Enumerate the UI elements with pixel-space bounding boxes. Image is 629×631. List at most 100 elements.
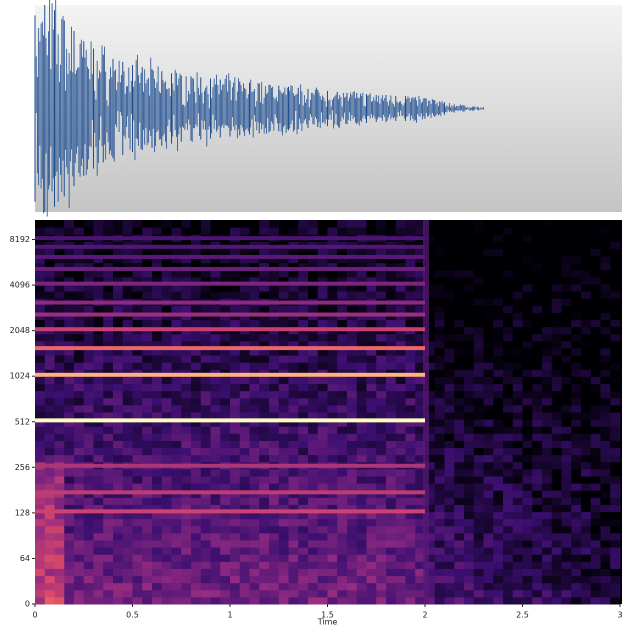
- spectrogram-cell: [279, 483, 289, 491]
- spectrogram-cell: [240, 554, 250, 562]
- spectrogram-cell: [289, 398, 299, 406]
- spectrogram-cell: [35, 533, 45, 541]
- spectrogram-cell: [308, 248, 318, 256]
- spectrogram-cell: [74, 526, 84, 534]
- spectrogram-cell: [220, 248, 230, 256]
- spectrogram-cell: [191, 334, 201, 342]
- spectrogram-cell: [542, 426, 552, 434]
- spectrogram-cell: [571, 440, 581, 448]
- spectrogram-cell: [220, 590, 230, 598]
- spectrogram-cell: [454, 334, 464, 342]
- spectrogram-cell: [259, 561, 269, 569]
- spectrogram-cell: [279, 334, 289, 342]
- spectrogram-cell: [133, 248, 143, 256]
- spectrogram-cell: [269, 455, 279, 463]
- spectrogram-cell: [74, 220, 84, 228]
- spectrogram-cell: [220, 519, 230, 527]
- spectrogram-cell: [532, 369, 542, 377]
- spectrogram-cell: [84, 376, 94, 384]
- spectrogram-cell: [269, 227, 279, 235]
- spectrogram-cell: [503, 320, 513, 328]
- spectrogram-cell: [142, 547, 152, 555]
- spectrogram-cell: [259, 384, 269, 392]
- spectrogram-cell: [591, 327, 601, 335]
- spectrogram-cell: [259, 590, 269, 598]
- spectrogram-cell: [64, 540, 74, 548]
- spectrogram-cell: [201, 590, 211, 598]
- spectrogram-cell: [396, 469, 406, 477]
- spectrogram-cell: [357, 590, 367, 598]
- spectrogram-cell: [610, 398, 620, 406]
- spectrogram-cell: [542, 376, 552, 384]
- spectrogram-cell: [435, 241, 445, 249]
- spectrogram-cell: [94, 483, 104, 491]
- spectrogram-cell: [532, 341, 542, 349]
- spectrogram-cell: [269, 448, 279, 456]
- spectrogram-cell: [123, 405, 133, 413]
- spectrogram-cell: [308, 476, 318, 484]
- spectrogram-cell: [503, 376, 513, 384]
- spectrogram-cell: [64, 561, 74, 569]
- spectrogram-cell: [250, 355, 260, 363]
- spectrogram-cell: [542, 348, 552, 356]
- spectrogram-cell: [55, 448, 65, 456]
- spectrogram-cell: [337, 519, 347, 527]
- spectrogram-cell: [464, 362, 474, 370]
- spectrogram-cell: [591, 412, 601, 420]
- spectrogram-cell: [337, 376, 347, 384]
- spectrogram-cell: [513, 519, 523, 527]
- spectrogram-cell: [601, 426, 611, 434]
- spectrogram-cell: [298, 455, 308, 463]
- spectrogram-cell: [562, 512, 572, 520]
- spectrogram-cell: [172, 583, 182, 591]
- spectrogram-cell: [503, 327, 513, 335]
- spectrogram-cell: [513, 312, 523, 320]
- spectrogram-cell: [289, 497, 299, 505]
- spectrogram-cell: [376, 391, 386, 399]
- spectrogram-cell: [513, 590, 523, 598]
- spectrogram-cell: [493, 369, 503, 377]
- spectrogram-cell: [464, 597, 474, 605]
- spectrogram-cell: [532, 256, 542, 264]
- spectrogram-cell: [513, 462, 523, 470]
- spectrogram-cell: [191, 440, 201, 448]
- spectrogram-cell: [562, 234, 572, 242]
- spectrogram-cell: [35, 391, 45, 399]
- spectrogram-cell: [84, 483, 94, 491]
- spectrogram-cell: [581, 248, 591, 256]
- spectrogram-cell: [211, 426, 221, 434]
- spectrogram-cell: [250, 362, 260, 370]
- spectrogram-cell: [513, 540, 523, 548]
- spectrogram-cell: [610, 256, 620, 264]
- spectrogram-cell: [513, 597, 523, 605]
- spectrogram-cell: [35, 554, 45, 562]
- spectrogram-cell: [289, 519, 299, 527]
- spectrogram-cell: [162, 433, 172, 441]
- spectrogram-cell: [493, 597, 503, 605]
- spectrogram-cell: [610, 369, 620, 377]
- spectrogram-cell: [123, 334, 133, 342]
- spectrogram-cell: [474, 384, 484, 392]
- spectrogram-cell: [230, 540, 240, 548]
- spectrogram-cell: [435, 284, 445, 292]
- spectrogram-cell: [318, 320, 328, 328]
- spectrogram-cell: [562, 405, 572, 413]
- spectrogram-cell: [74, 440, 84, 448]
- spectrogram-cell: [74, 547, 84, 555]
- spectrogram-cell: [289, 561, 299, 569]
- spectrogram-cell: [523, 583, 533, 591]
- spectrogram-cell: [103, 376, 113, 384]
- x-axis-label: Time: [317, 618, 338, 627]
- spectrogram-cell: [513, 227, 523, 235]
- spectrogram-cell: [269, 519, 279, 527]
- spectrogram-cell: [406, 533, 416, 541]
- spectrogram-cell: [552, 277, 562, 285]
- spectrogram-cell: [503, 597, 513, 605]
- spectrogram-cell: [445, 561, 455, 569]
- spectrogram-cell: [591, 419, 601, 427]
- spectrogram-cell: [435, 248, 445, 256]
- spectrogram-cell: [328, 320, 338, 328]
- spectrogram-cell: [581, 291, 591, 299]
- spectrogram-cell: [328, 248, 338, 256]
- spectrogram-cell: [532, 355, 542, 363]
